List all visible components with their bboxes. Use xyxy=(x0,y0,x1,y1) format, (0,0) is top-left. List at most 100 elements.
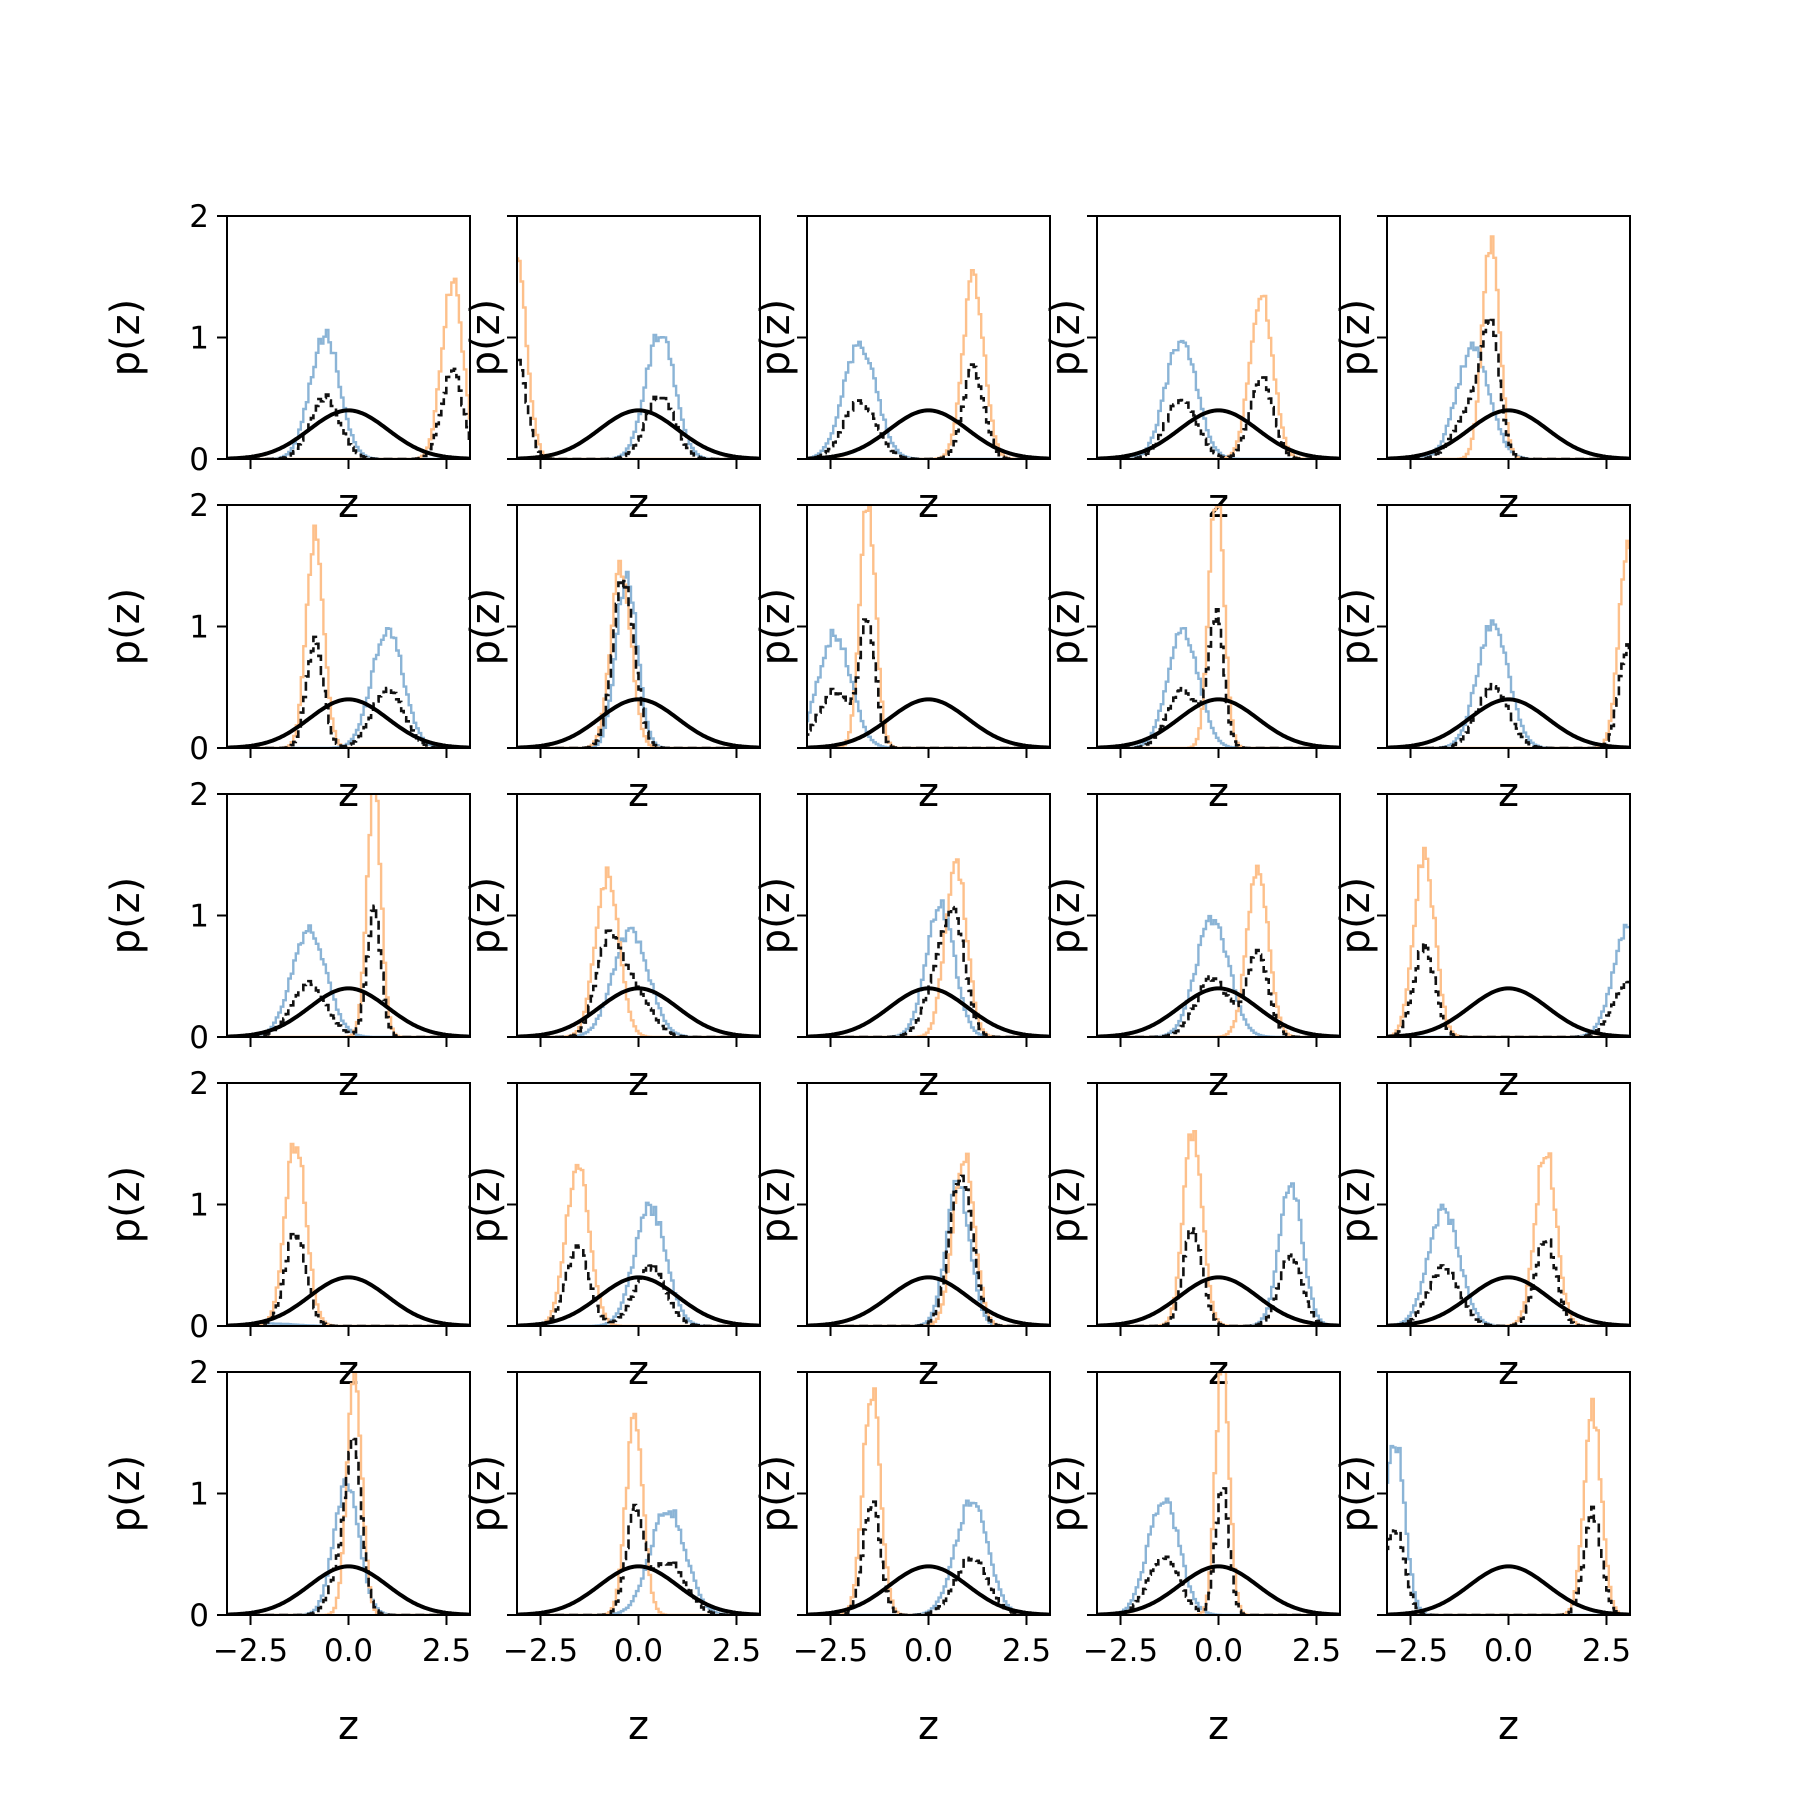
normal-density-curve xyxy=(1097,986,1340,1037)
subplot-r4-c4: zp(z) xyxy=(1043,1082,1341,1394)
normal-density-curve xyxy=(517,697,760,748)
normal-density-curve xyxy=(1387,986,1630,1037)
x-axis-label: z xyxy=(628,1703,649,1749)
normal-density-curve xyxy=(1097,697,1340,748)
x-tick-label: 2.5 xyxy=(712,1633,761,1669)
y-axis-label: p(z) xyxy=(1333,588,1379,666)
y-axis-label: p(z) xyxy=(103,588,149,666)
plot-area xyxy=(1097,294,1340,459)
blue-histogram xyxy=(807,340,1050,459)
orange-histogram xyxy=(517,559,760,748)
blue-histogram xyxy=(517,570,760,748)
subplot-grid: 012zp(z)zp(z)zp(z)zp(z)zp(z)012zp(z)zp(z… xyxy=(103,199,1631,1749)
blue-histogram xyxy=(1387,1203,1630,1326)
normal-density-curve xyxy=(1097,408,1340,459)
x-tick-label: 2.5 xyxy=(1582,1633,1631,1669)
mixture-histogram xyxy=(517,929,760,1037)
y-tick-label: 0 xyxy=(189,731,209,767)
orange-histogram xyxy=(517,257,760,459)
x-tick-label: 0.0 xyxy=(324,1633,373,1669)
y-tick-label: 2 xyxy=(189,777,209,813)
y-axis-label: p(z) xyxy=(103,1166,149,1244)
y-axis-label: p(z) xyxy=(753,877,799,955)
x-axis-label: z xyxy=(918,1703,939,1749)
subplot-r3-c2: zp(z) xyxy=(463,793,761,1105)
normal-density-curve xyxy=(1387,1275,1630,1326)
y-tick-label: 1 xyxy=(189,610,209,646)
y-axis-label: p(z) xyxy=(103,299,149,377)
mixture-histogram xyxy=(227,1232,470,1326)
y-axis-label: p(z) xyxy=(1043,588,1089,666)
subplot-r5-c1: 0 1 2 −2.5 0.0 2.5 z p(z) xyxy=(103,1355,471,1749)
subplot-r1-c5: zp(z) xyxy=(1333,215,1631,527)
normal-density-curve xyxy=(227,986,470,1037)
blue-histogram xyxy=(517,1509,760,1615)
x-tick-label: 2.5 xyxy=(422,1633,471,1669)
y-tick-label: 2 xyxy=(189,199,209,235)
plot-area xyxy=(517,559,760,748)
normal-density-curve xyxy=(1387,408,1630,459)
normal-density-curve xyxy=(227,408,470,459)
y-tick-label: 0 xyxy=(189,1309,209,1345)
orange-histogram xyxy=(1097,1130,1340,1326)
subplot-r2-c2: zp(z) xyxy=(463,504,761,816)
normal-density-curve xyxy=(1387,1564,1630,1615)
x-tick-label: −2.5 xyxy=(1083,1633,1158,1669)
plot-area xyxy=(1097,505,1340,748)
normal-density-curve xyxy=(807,1275,1050,1326)
blue-histogram xyxy=(1387,1444,1630,1615)
blue-histogram xyxy=(1097,1497,1340,1615)
y-tick-label: 1 xyxy=(189,1188,209,1224)
x-tick-label: 0.0 xyxy=(1484,1633,1533,1669)
mixture-histogram xyxy=(1387,1238,1630,1326)
y-axis-label: p(z) xyxy=(1333,299,1379,377)
y-axis-label: p(z) xyxy=(463,299,509,377)
mixture-histogram xyxy=(1097,1487,1340,1615)
mixture-histogram xyxy=(1097,376,1340,459)
mixture-histogram xyxy=(1387,318,1630,459)
orange-histogram xyxy=(1387,846,1630,1037)
mixture-histogram xyxy=(1387,1505,1630,1615)
plot-area xyxy=(1387,1397,1630,1615)
subplot-r2-c5: zp(z) xyxy=(1333,504,1631,816)
y-axis-label: p(z) xyxy=(1333,1455,1379,1533)
y-axis-label: p(z) xyxy=(103,877,149,955)
subplot-r5-c4: −2.5 0.0 2.5 z p(z) xyxy=(1043,1371,1341,1749)
y-axis-label: p(z) xyxy=(463,877,509,955)
y-axis-label: p(z) xyxy=(463,588,509,666)
y-axis-label: p(z) xyxy=(463,1166,509,1244)
subplot-r4-c5: zp(z) xyxy=(1333,1082,1631,1394)
normal-density-curve xyxy=(517,986,760,1037)
y-axis-label: p(z) xyxy=(753,299,799,377)
plot-area xyxy=(807,1387,1050,1615)
plot-area xyxy=(1387,235,1630,459)
normal-density-curve xyxy=(807,697,1050,748)
mixture-histogram xyxy=(517,579,760,748)
y-axis-label: p(z) xyxy=(753,1166,799,1244)
y-axis-label: p(z) xyxy=(1333,1166,1379,1244)
y-tick-label: 0 xyxy=(189,1020,209,1056)
orange-histogram xyxy=(1387,235,1630,459)
x-tick-label: −2.5 xyxy=(213,1633,288,1669)
orange-histogram xyxy=(227,794,470,1037)
normal-density-curve xyxy=(517,408,760,459)
subplot-r3-c5: zp(z) xyxy=(1333,793,1631,1105)
plot-area xyxy=(227,794,470,1037)
normal-density-curve xyxy=(227,697,470,748)
orange-histogram xyxy=(1387,1397,1630,1615)
normal-density-curve xyxy=(227,1564,470,1615)
mixture-histogram xyxy=(517,1244,760,1326)
normal-density-curve xyxy=(807,986,1050,1037)
x-tick-label: 0.0 xyxy=(614,1633,663,1669)
plot-area xyxy=(227,1372,470,1615)
y-tick-label: 2 xyxy=(189,1066,209,1102)
mixture-histogram xyxy=(1097,608,1340,748)
normal-density-curve xyxy=(1097,1564,1340,1615)
x-tick-label: −2.5 xyxy=(503,1633,578,1669)
orange-histogram xyxy=(517,1412,760,1615)
y-axis-label: p(z) xyxy=(1043,299,1089,377)
